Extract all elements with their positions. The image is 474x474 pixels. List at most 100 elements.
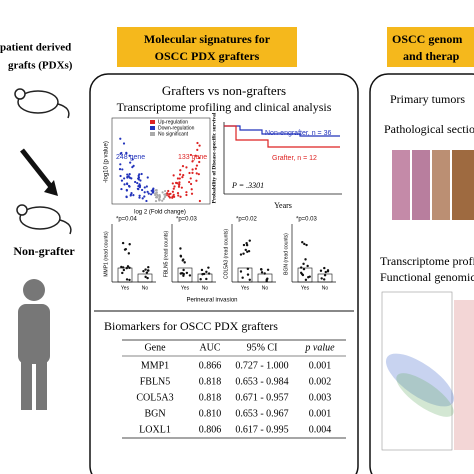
point <box>196 148 199 151</box>
point <box>302 267 306 271</box>
point <box>179 254 182 258</box>
group-label: Yes <box>241 285 250 291</box>
survival-plot: Non-engrafter, n = 36 Grafter, n = 12 P … <box>211 112 342 210</box>
arrow-head <box>44 180 58 196</box>
point <box>130 177 133 180</box>
point <box>144 275 147 279</box>
point <box>167 189 170 193</box>
point <box>307 276 310 279</box>
point <box>128 173 131 176</box>
point <box>176 192 180 195</box>
point <box>146 276 149 280</box>
header-box <box>387 27 474 67</box>
legend-label: Up-regulation <box>158 119 188 125</box>
legend-label: Down-regulation <box>158 125 195 131</box>
point <box>119 174 122 178</box>
point <box>323 266 326 270</box>
point <box>245 242 248 245</box>
table-cell: 0.002 <box>309 376 332 387</box>
point <box>154 189 157 192</box>
point <box>155 191 158 194</box>
point <box>121 168 124 171</box>
table-cell: LOXL1 <box>139 424 171 435</box>
header-text: Molecular signatures for <box>144 32 271 46</box>
point <box>178 183 181 186</box>
point <box>128 243 131 246</box>
header-text: OSCC PDX grafters <box>155 49 260 63</box>
point <box>198 156 201 160</box>
point <box>120 179 124 182</box>
point <box>183 261 186 264</box>
point <box>120 265 123 269</box>
point <box>137 177 140 180</box>
point <box>130 191 133 195</box>
point <box>194 154 197 157</box>
table-cell: 0.806 <box>199 424 222 435</box>
point <box>179 195 182 198</box>
point <box>200 268 204 272</box>
point <box>141 197 144 200</box>
point <box>178 181 181 184</box>
table-header: 95% CI <box>247 342 278 353</box>
y-label: Probability of Disease-specific survival <box>211 112 217 203</box>
point <box>242 252 245 255</box>
point <box>198 199 201 203</box>
panel <box>369 73 474 474</box>
point <box>131 158 134 161</box>
point <box>132 194 135 197</box>
point <box>189 177 192 180</box>
y-label: BGN (read counts) <box>283 233 289 275</box>
point <box>143 186 146 189</box>
point <box>138 173 141 176</box>
point <box>128 185 131 188</box>
point <box>138 196 141 199</box>
point <box>164 193 167 196</box>
table-cell: 0.866 <box>199 360 222 371</box>
point <box>181 165 185 168</box>
point <box>126 176 129 179</box>
point <box>303 242 306 246</box>
point <box>324 270 327 274</box>
point <box>147 192 150 195</box>
point <box>195 179 198 182</box>
point <box>244 248 247 252</box>
point <box>136 181 139 185</box>
panel-title: Grafters vs non-grafters <box>162 83 286 98</box>
dot-plots: *p=0.04 MMP1 (read counts) Yes No *p=0.03 FBL… <box>103 217 336 291</box>
x-label: Perineural invasion <box>186 298 237 304</box>
point <box>173 195 176 198</box>
point <box>138 194 141 197</box>
group-label: Yes <box>301 285 310 291</box>
point <box>156 193 159 196</box>
point <box>140 172 143 176</box>
point <box>326 270 330 273</box>
section-title: Biomarkers for OSCC PDX grafters <box>104 319 278 333</box>
series-label: Grafter, n = 12 <box>272 155 317 162</box>
header-text: OSCC genom <box>392 32 462 46</box>
table-cell: 0.004 <box>309 424 332 435</box>
point <box>185 191 188 194</box>
point <box>128 154 131 157</box>
bar <box>297 267 313 283</box>
series-label: Non-engrafter, n = 36 <box>265 130 331 137</box>
point <box>185 271 189 275</box>
point <box>182 274 185 278</box>
point <box>145 271 149 274</box>
point <box>179 169 182 172</box>
point <box>134 180 137 184</box>
point <box>189 182 193 186</box>
point <box>123 177 126 180</box>
biomarker-table: Gene AUC 95% CI p value MMP1 0.866 0.727 - 1.0… <box>122 339 346 439</box>
arrow <box>20 148 54 190</box>
point <box>174 181 178 184</box>
point <box>191 160 194 163</box>
point <box>246 267 250 271</box>
point <box>179 247 182 250</box>
point <box>122 142 126 145</box>
point <box>241 276 244 279</box>
group-label: No <box>202 285 209 291</box>
point <box>191 171 194 174</box>
point <box>263 272 266 275</box>
right-item: Primary tumors <box>390 92 465 106</box>
point <box>301 241 304 244</box>
